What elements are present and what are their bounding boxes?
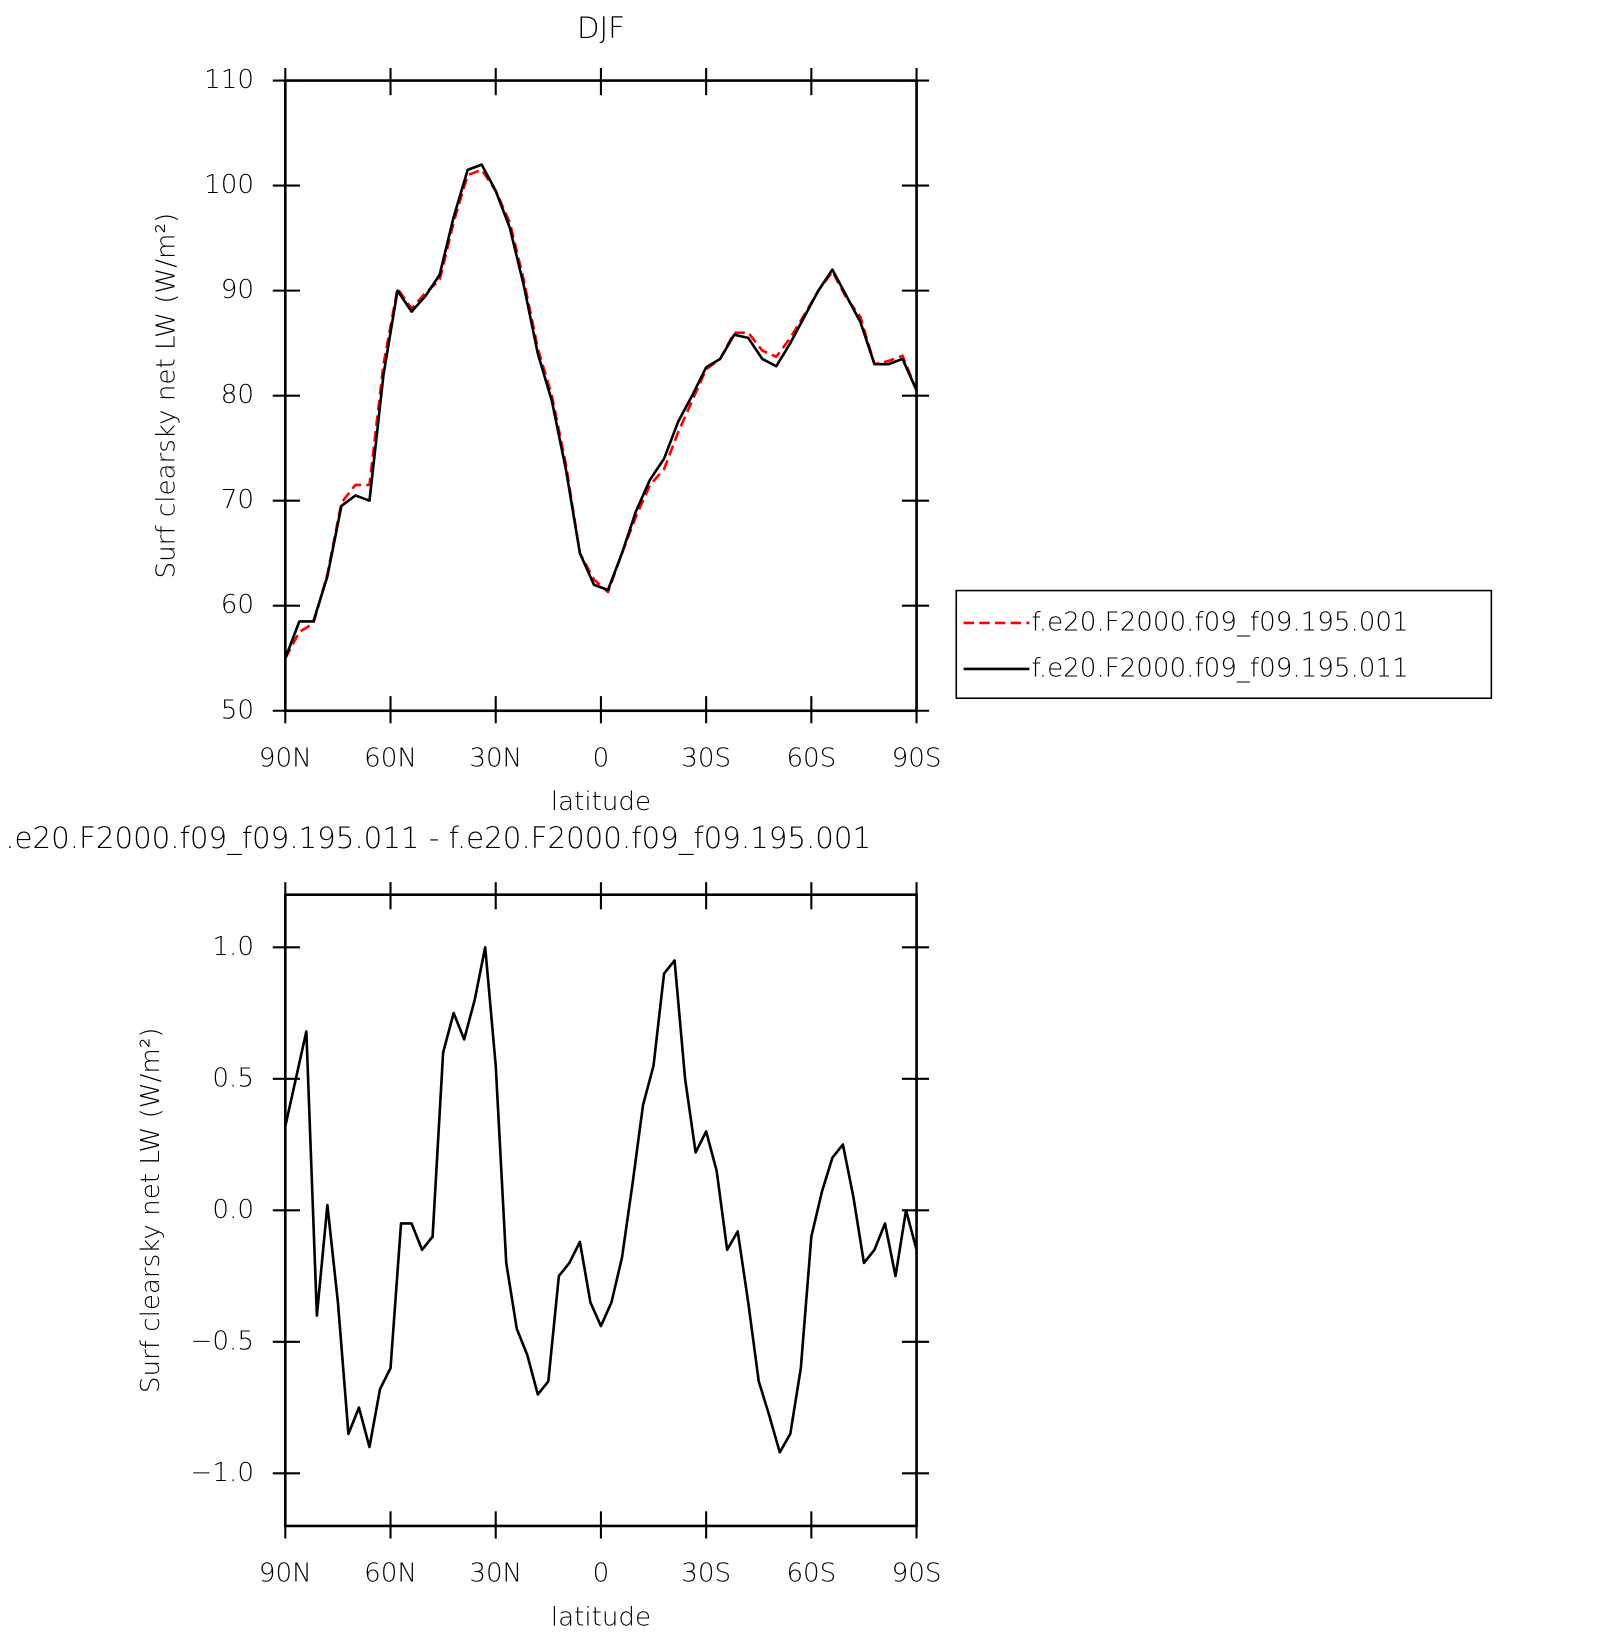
y-tick-label: 1.0 <box>212 932 254 962</box>
x-tick-label: 30N <box>469 743 522 773</box>
y-tick-label: −1.0 <box>191 1458 254 1488</box>
x-tick-label: 30S <box>681 1559 731 1589</box>
y-tick-label: 90 <box>221 275 254 305</box>
y-tick-label: 100 <box>204 170 254 200</box>
y-tick-label: 70 <box>221 485 254 515</box>
y-axis-label: Surf clearsky net LW (W/m²) <box>152 213 182 579</box>
y-tick-label: 60 <box>221 590 254 620</box>
x-axis-label: latitude <box>551 787 651 817</box>
x-tick-label: 90S <box>892 743 942 773</box>
plot-frame <box>284 893 918 1528</box>
x-tick-label: 0 <box>593 1559 610 1589</box>
x-tick-label: 90N <box>259 1559 312 1589</box>
legend-box <box>955 589 1493 700</box>
x-tick-label: 90N <box>259 743 312 773</box>
x-tick-label: 60N <box>364 743 417 773</box>
plot-frame <box>284 79 918 713</box>
x-axis-label: latitude <box>551 1602 651 1632</box>
y-tick-label: −0.5 <box>191 1326 254 1356</box>
series-line <box>284 163 918 659</box>
x-tick-label: 60S <box>786 743 836 773</box>
y-tick-label: 80 <box>221 380 254 410</box>
x-tick-label: 60N <box>364 1559 417 1589</box>
y-axis-label: Surf clearsky net LW (W/m²) <box>136 1028 166 1394</box>
x-tick-label: 90S <box>892 1559 942 1589</box>
y-tick-label: 0.0 <box>212 1195 254 1225</box>
y-tick-label: 0.5 <box>212 1063 254 1093</box>
x-tick-label: 30N <box>469 1559 522 1589</box>
y-tick-label: 50 <box>221 695 254 725</box>
y-tick-label: 110 <box>204 65 254 95</box>
chart-title: .e20.F2000.f09_f09.195.011 - f.e20.F2000… <box>5 821 871 856</box>
x-tick-label: 0 <box>593 743 610 773</box>
series-line <box>284 945 918 1454</box>
x-tick-label: 60S <box>786 1559 836 1589</box>
x-tick-label: 30S <box>681 743 731 773</box>
chart-title: DJF <box>577 11 625 45</box>
legend-label: f.e20.F2000.f09_f09.195.011 <box>1032 653 1409 683</box>
legend-label: f.e20.F2000.f09_f09.195.001 <box>1032 607 1409 637</box>
